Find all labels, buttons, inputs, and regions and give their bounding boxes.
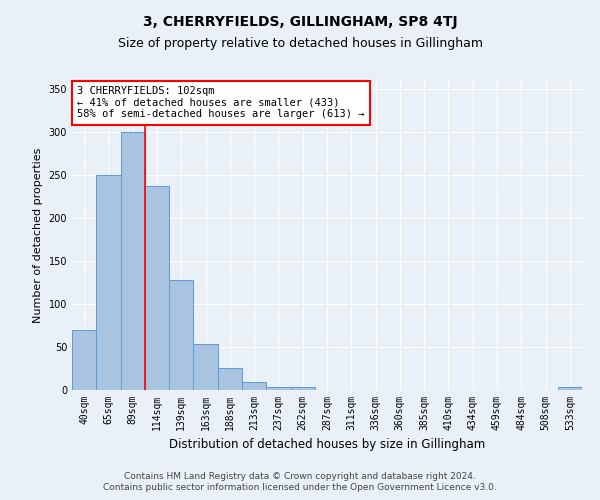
Bar (193, 344, 218, 390)
Bar (290, 388, 315, 390)
X-axis label: Distribution of detached houses by size in Gillingham: Distribution of detached houses by size … (169, 438, 485, 452)
Bar (121, 132, 145, 390)
Bar (266, 386, 290, 390)
Text: 3, CHERRYFIELDS, GILLINGHAM, SP8 4TJ: 3, CHERRYFIELDS, GILLINGHAM, SP8 4TJ (143, 15, 457, 29)
Text: Size of property relative to detached houses in Gillingham: Size of property relative to detached ho… (118, 38, 482, 51)
Bar (72, 330, 96, 390)
Y-axis label: Number of detached properties: Number of detached properties (33, 148, 43, 322)
Bar (96, 174, 121, 390)
Bar (145, 186, 169, 390)
Text: Contains HM Land Registry data © Crown copyright and database right 2024.: Contains HM Land Registry data © Crown c… (124, 472, 476, 481)
Bar (242, 382, 266, 390)
Text: 3 CHERRYFIELDS: 102sqm
← 41% of detached houses are smaller (433)
58% of semi-de: 3 CHERRYFIELDS: 102sqm ← 41% of detached… (77, 86, 365, 120)
Text: Contains public sector information licensed under the Open Government Licence v3: Contains public sector information licen… (103, 484, 497, 492)
Bar (558, 388, 582, 390)
Bar (218, 368, 242, 390)
Bar (169, 280, 193, 390)
